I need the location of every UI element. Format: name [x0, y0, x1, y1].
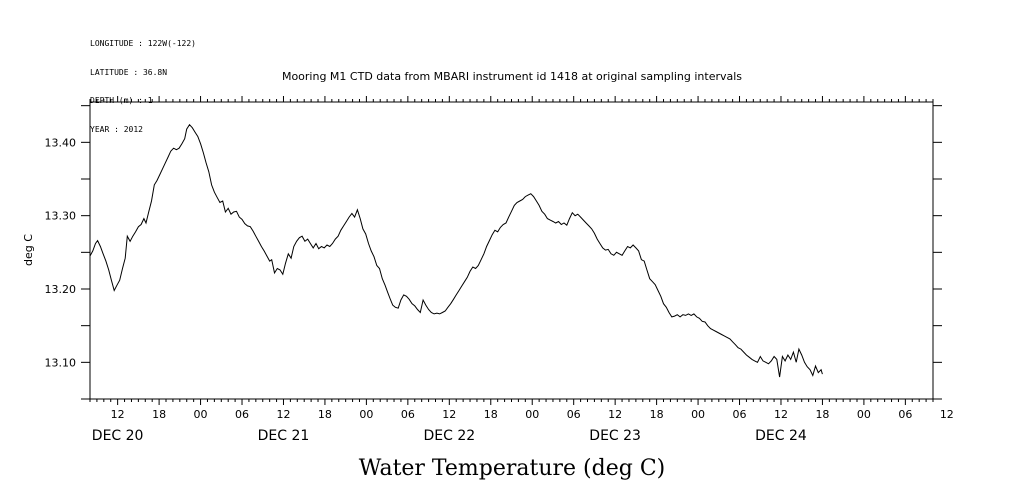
x-tick-label: 00 — [691, 408, 705, 421]
y-tick-label: 13.40 — [45, 136, 77, 149]
x-day-label: DEC 21 — [258, 428, 310, 444]
x-tick-label: 06 — [733, 408, 747, 421]
latitude-text: LATITUDE : 36.8N — [90, 67, 168, 77]
axis-ticks — [81, 96, 942, 405]
chart-bottom-title: Water Temperature (deg C) — [359, 456, 666, 481]
x-day-label: DEC 20 — [92, 428, 144, 444]
x-tick-label: 12 — [940, 408, 954, 421]
x-tick-label: 06 — [401, 408, 415, 421]
year-text: YEAR : 2012 — [90, 124, 143, 134]
x-tick-label: 12 — [111, 408, 125, 421]
x-tick-label: 12 — [276, 408, 290, 421]
axis-labels: 12 18 00 06 12 18 00 06 12 18 00 06 12 18 00 06 12 18 00 06… — [45, 136, 954, 444]
x-tick-label: 18 — [650, 408, 664, 421]
x-day-label: DEC 22 — [423, 428, 475, 444]
x-tick-label: 06 — [235, 408, 249, 421]
x-tick-label: 18 — [152, 408, 166, 421]
x-day-label: DEC 24 — [755, 428, 807, 444]
plot-title: Mooring M1 CTD data from MBARI instrumen… — [282, 70, 742, 83]
longitude-text: LONGITUDE : 122W(-122) — [90, 39, 196, 48]
x-tick-label: 00 — [857, 408, 871, 421]
x-tick-label: 12 — [774, 408, 788, 421]
x-tick-label: 00 — [359, 408, 373, 421]
depth-text: DEPTH (m) : 1 — [90, 96, 153, 105]
x-tick-label: 06 — [567, 408, 581, 421]
y-tick-label: 13.10 — [45, 356, 77, 369]
x-day-label: DEC 23 — [589, 428, 641, 444]
x-tick-label: 12 — [608, 408, 622, 421]
x-tick-label: 12 — [442, 408, 456, 421]
x-tick-label: 18 — [815, 408, 829, 421]
x-tick-label: 18 — [318, 408, 332, 421]
y-tick-label: 13.30 — [45, 210, 77, 223]
x-tick-label: 18 — [484, 408, 498, 421]
mooring-metadata: LONGITUDE : 122W(-122) LATITUDE : 36.8N … — [90, 20, 196, 144]
x-tick-label: 06 — [898, 408, 912, 421]
x-tick-label: 00 — [194, 408, 208, 421]
temperature-series-line — [89, 123, 823, 378]
y-tick-label: 13.20 — [45, 283, 77, 296]
plot-frame — [89, 101, 934, 400]
x-tick-label: 00 — [525, 408, 539, 421]
y-axis-label: deg C — [22, 234, 35, 266]
